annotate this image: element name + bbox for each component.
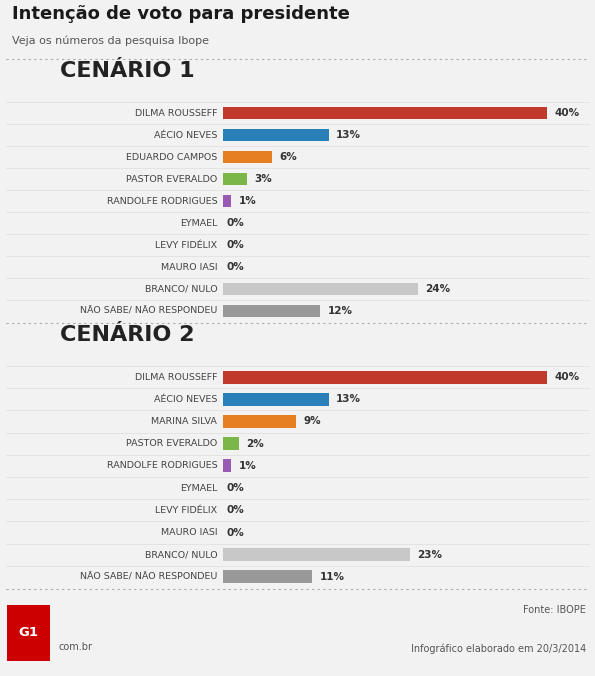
Text: CENÁRIO 1: CENÁRIO 1 bbox=[60, 62, 194, 81]
Text: AÉCIO NEVES: AÉCIO NEVES bbox=[154, 130, 217, 139]
Text: 9%: 9% bbox=[303, 416, 321, 427]
Text: Intenção de voto para presidente: Intenção de voto para presidente bbox=[12, 5, 350, 22]
Text: 0%: 0% bbox=[226, 527, 244, 537]
Text: MAURO IASI: MAURO IASI bbox=[161, 262, 217, 272]
Text: DILMA ROUSSEFF: DILMA ROUSSEFF bbox=[134, 109, 217, 118]
Text: DILMA ROUSSEFF: DILMA ROUSSEFF bbox=[134, 372, 217, 381]
Bar bbox=[223, 107, 547, 120]
Text: 24%: 24% bbox=[425, 284, 450, 294]
Text: MAURO IASI: MAURO IASI bbox=[161, 528, 217, 537]
Text: NÃO SABE/ NÃO RESPONDEU: NÃO SABE/ NÃO RESPONDEU bbox=[80, 306, 217, 316]
Text: 2%: 2% bbox=[246, 439, 264, 449]
Text: LEVY FIDÉLIX: LEVY FIDÉLIX bbox=[155, 241, 217, 249]
Text: PASTOR EVERALDO: PASTOR EVERALDO bbox=[126, 439, 217, 448]
Text: 0%: 0% bbox=[226, 240, 244, 250]
Text: 6%: 6% bbox=[279, 152, 297, 162]
Bar bbox=[223, 393, 328, 406]
Text: 40%: 40% bbox=[555, 372, 580, 382]
Bar bbox=[223, 128, 328, 141]
Bar bbox=[223, 460, 231, 473]
Bar bbox=[223, 151, 272, 164]
Bar bbox=[223, 283, 418, 295]
Text: 23%: 23% bbox=[416, 550, 441, 560]
Text: BRANCO/ NULO: BRANCO/ NULO bbox=[145, 285, 217, 293]
Text: 0%: 0% bbox=[226, 262, 244, 272]
Text: MARINA SILVA: MARINA SILVA bbox=[151, 417, 217, 426]
Text: 1%: 1% bbox=[239, 461, 256, 471]
Bar bbox=[223, 370, 547, 383]
Text: 12%: 12% bbox=[328, 306, 353, 316]
Text: 13%: 13% bbox=[336, 394, 361, 404]
Bar bbox=[223, 548, 409, 561]
Text: NÃO SABE/ NÃO RESPONDEU: NÃO SABE/ NÃO RESPONDEU bbox=[80, 573, 217, 581]
Text: 0%: 0% bbox=[226, 483, 244, 493]
Text: Fonte: IBOPE: Fonte: IBOPE bbox=[523, 606, 586, 615]
Bar bbox=[223, 571, 312, 583]
Text: 11%: 11% bbox=[320, 572, 345, 582]
Text: 3%: 3% bbox=[255, 174, 273, 184]
Text: BRANCO/ NULO: BRANCO/ NULO bbox=[145, 550, 217, 559]
Text: 0%: 0% bbox=[226, 505, 244, 515]
Text: 40%: 40% bbox=[555, 108, 580, 118]
Text: LEVY FIDÉLIX: LEVY FIDÉLIX bbox=[155, 506, 217, 515]
Text: Veja os números da pesquisa Ibope: Veja os números da pesquisa Ibope bbox=[12, 36, 209, 47]
Text: EYMAEL: EYMAEL bbox=[180, 218, 217, 228]
Text: CENÁRIO 2: CENÁRIO 2 bbox=[60, 325, 194, 345]
Text: AÉCIO NEVES: AÉCIO NEVES bbox=[154, 395, 217, 404]
Text: RANDOLFE RODRIGUES: RANDOLFE RODRIGUES bbox=[107, 462, 217, 470]
Bar bbox=[223, 172, 248, 185]
Text: 13%: 13% bbox=[336, 130, 361, 140]
Bar bbox=[7, 604, 50, 660]
Text: Infográfico elaborado em 20/3/2014: Infográfico elaborado em 20/3/2014 bbox=[411, 644, 586, 654]
Text: EYMAEL: EYMAEL bbox=[180, 483, 217, 493]
Bar bbox=[223, 415, 296, 428]
Text: G1: G1 bbox=[18, 626, 39, 639]
Bar bbox=[223, 195, 231, 208]
Text: 1%: 1% bbox=[239, 196, 256, 206]
Text: 0%: 0% bbox=[226, 218, 244, 228]
Bar bbox=[223, 305, 320, 317]
Bar bbox=[223, 437, 239, 450]
Text: RANDOLFE RODRIGUES: RANDOLFE RODRIGUES bbox=[107, 197, 217, 206]
Text: PASTOR EVERALDO: PASTOR EVERALDO bbox=[126, 174, 217, 183]
Text: EDUARDO CAMPOS: EDUARDO CAMPOS bbox=[126, 153, 217, 162]
Text: com.br: com.br bbox=[58, 642, 92, 652]
